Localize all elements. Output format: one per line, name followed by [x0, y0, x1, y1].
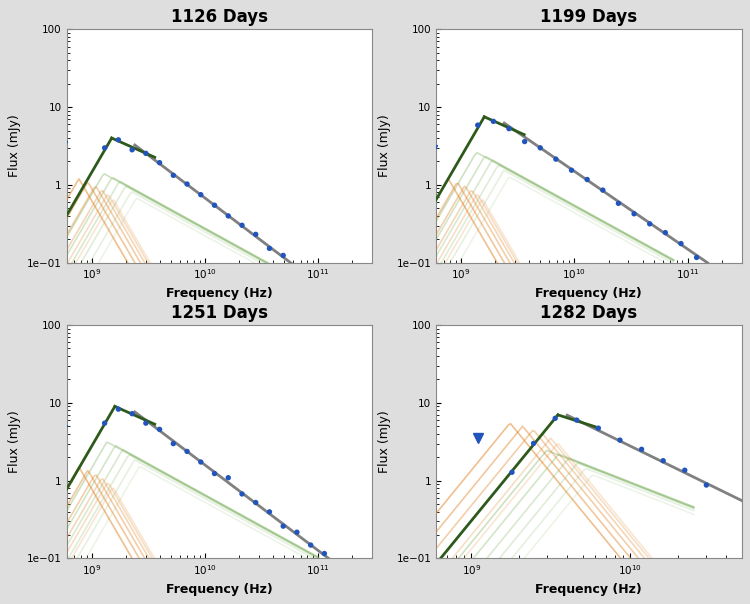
Point [679, 465, 691, 475]
Point [112, 135, 125, 145]
X-axis label: Frequency (Hz): Frequency (Hz) [536, 287, 642, 300]
Point [209, 201, 220, 210]
Point [614, 435, 626, 445]
Point [126, 409, 138, 419]
Point [550, 154, 562, 164]
Point [263, 243, 275, 253]
Point [154, 425, 166, 434]
Point [112, 404, 125, 414]
Point [181, 179, 193, 189]
Point [250, 230, 262, 239]
Point [99, 143, 111, 153]
Point [195, 457, 207, 467]
Point [291, 527, 303, 537]
Point [571, 416, 583, 425]
Point [644, 219, 656, 229]
Point [209, 469, 220, 478]
Point [613, 199, 625, 208]
Point [181, 446, 193, 456]
Point [635, 445, 647, 454]
Point [581, 175, 593, 184]
Point [519, 137, 531, 146]
Point [222, 211, 234, 220]
Point [506, 467, 518, 477]
Point [657, 456, 669, 466]
Title: 1282 Days: 1282 Days [540, 304, 638, 322]
Point [140, 149, 152, 158]
Point [278, 251, 290, 260]
Point [534, 143, 546, 153]
Point [527, 439, 539, 448]
Point [319, 548, 331, 558]
Title: 1126 Days: 1126 Days [171, 8, 268, 27]
Point [236, 489, 248, 499]
Y-axis label: Flux (mJy): Flux (mJy) [8, 410, 21, 473]
Point [675, 239, 687, 248]
Point [126, 145, 138, 155]
Point [222, 473, 234, 483]
Point [291, 262, 303, 272]
Y-axis label: Flux (mJy): Flux (mJy) [378, 115, 391, 178]
Y-axis label: Flux (mJy): Flux (mJy) [8, 115, 21, 178]
Point [304, 272, 316, 282]
Point [278, 521, 290, 531]
Point [263, 507, 275, 516]
Point [592, 423, 604, 433]
Point [250, 498, 262, 507]
Point [659, 228, 671, 237]
Point [140, 419, 152, 428]
Point [488, 117, 500, 126]
Point [167, 439, 179, 448]
Point [195, 190, 207, 199]
Y-axis label: Flux (mJy): Flux (mJy) [378, 410, 391, 473]
Point [332, 562, 344, 572]
Point [566, 165, 578, 175]
Point [319, 286, 331, 295]
Point [503, 124, 515, 133]
X-axis label: Frequency (Hz): Frequency (Hz) [166, 583, 273, 596]
Point [472, 120, 484, 130]
Point [691, 252, 703, 262]
Point [154, 158, 166, 167]
Point [236, 220, 248, 230]
X-axis label: Frequency (Hz): Frequency (Hz) [166, 287, 273, 300]
Point [332, 294, 344, 303]
Point [549, 414, 561, 423]
Title: 1199 Days: 1199 Days [540, 8, 638, 27]
Point [304, 540, 316, 550]
Point [99, 419, 111, 428]
Point [597, 185, 609, 195]
Title: 1251 Days: 1251 Days [171, 304, 268, 322]
Point [628, 209, 640, 219]
X-axis label: Frequency (Hz): Frequency (Hz) [536, 583, 642, 596]
Point [700, 480, 712, 490]
Point [167, 170, 179, 180]
